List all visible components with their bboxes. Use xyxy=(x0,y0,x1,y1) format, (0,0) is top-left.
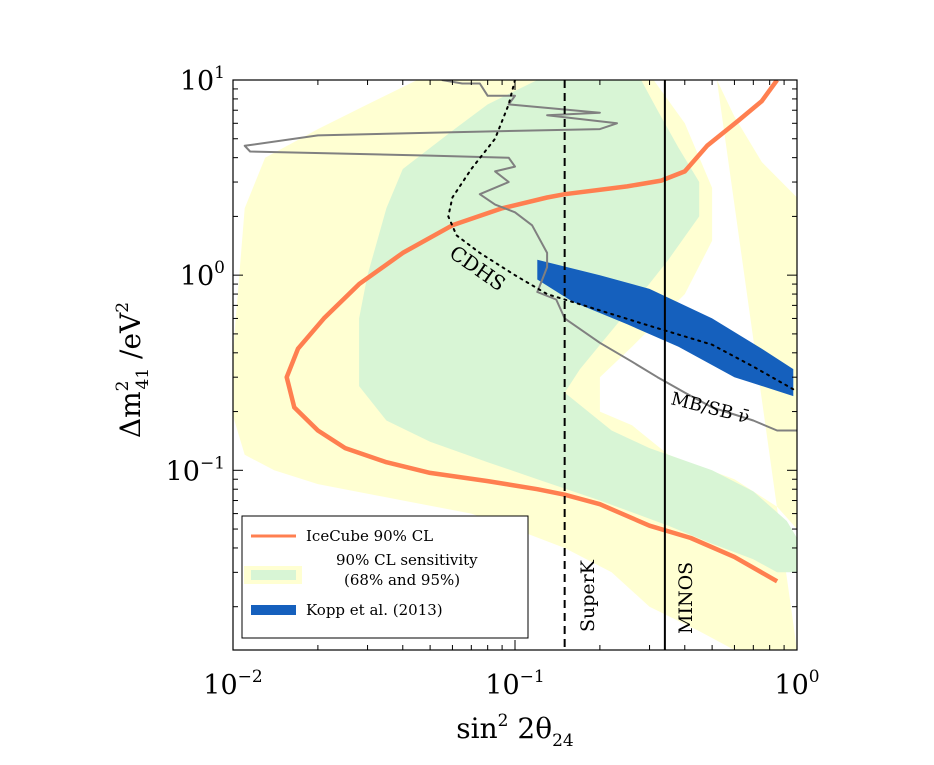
y-tick-label: 101 xyxy=(180,63,225,97)
minos-label: MINOS xyxy=(675,562,697,634)
cdhs-contour xyxy=(447,80,795,391)
x-tick-label: 100 xyxy=(774,667,819,701)
x-axis-label: sin2 2θ24 xyxy=(456,711,573,751)
sensitivity-band-68 xyxy=(359,80,797,573)
plot-area xyxy=(233,80,797,650)
y-tick-label: 10−1 xyxy=(166,453,225,487)
legend: IceCube 90% CL 90% CL sensitivity (68% a… xyxy=(241,515,529,639)
legend-band-68-swatch xyxy=(251,570,296,580)
tick-labels: 10−2 10−1 100 101 100 10−1 xyxy=(166,63,820,701)
y-tick-label: 100 xyxy=(180,258,225,292)
x-tick-label: 10−2 xyxy=(203,667,262,701)
axis-ticks xyxy=(232,79,798,650)
legend-kopp-label: Kopp et al. (2013) xyxy=(306,601,443,619)
mbsb-label: MB/SB ν̄ xyxy=(669,388,752,428)
mbsb-contour xyxy=(243,80,797,432)
legend-kopp-swatch xyxy=(251,605,296,615)
legend-icecube-label: IceCube 90% CL xyxy=(306,527,433,545)
y-axis-label: Δm241 /eV2 xyxy=(113,302,153,438)
x-tick-label: 10−1 xyxy=(485,667,544,701)
icecube-contour xyxy=(284,80,779,584)
superk-label: SuperK xyxy=(577,559,599,632)
legend-sensitivity-sublabel: (68% and 95%) xyxy=(344,571,460,589)
legend-sensitivity-label: 90% CL sensitivity xyxy=(336,551,478,569)
